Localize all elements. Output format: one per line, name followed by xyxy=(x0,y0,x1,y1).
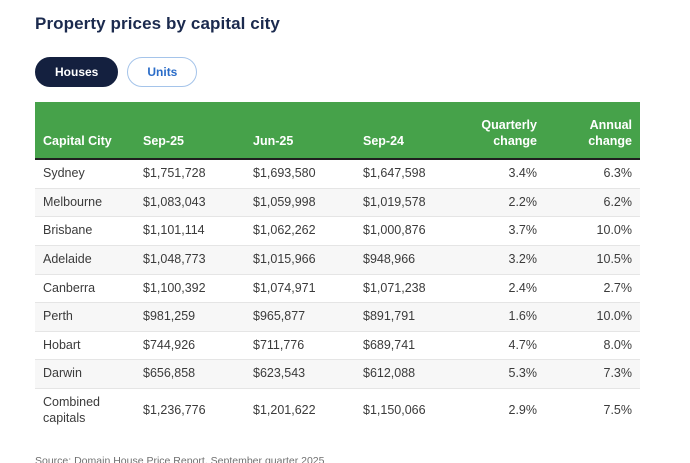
cell-price: $689,741 xyxy=(355,330,465,360)
cell-quarterly-change: 2.9% xyxy=(465,388,545,433)
cell-city: Combined capitals xyxy=(35,388,135,433)
table-row-sydney: Sydney $1,751,728 $1,693,580 $1,647,598 … xyxy=(35,159,640,188)
cell-city: Adelaide xyxy=(35,244,135,274)
table-header: Capital City Sep-25 Jun-25 Sep-24 Quarte… xyxy=(35,102,640,160)
cell-annual-change: 6.3% xyxy=(603,166,633,180)
cell-annual-change: 10.0% xyxy=(545,216,640,246)
cell-city: Hobart xyxy=(35,330,135,360)
cell-price: $1,083,043 xyxy=(135,187,245,217)
cell-city: Canberra xyxy=(35,273,135,303)
cell-price: $1,150,066 xyxy=(355,388,465,433)
cell-price: $1,236,776 xyxy=(135,388,245,433)
cell-city: Darwin xyxy=(35,359,135,389)
page-title: Property prices by capital city xyxy=(35,14,280,33)
cell-city: Melbourne xyxy=(35,187,135,217)
cell-quarterly-change: 3.7% xyxy=(465,216,545,246)
cell-price: $1,693,580 xyxy=(253,166,316,180)
units-toggle-button[interactable]: Units xyxy=(127,57,198,87)
cell-quarterly-change: 3.4% xyxy=(508,166,538,180)
cell-price: $1,048,773 xyxy=(135,244,245,274)
cell-price: $1,019,578 xyxy=(355,187,465,217)
cell-price: $981,259 xyxy=(135,302,245,332)
cell-price: $711,776 xyxy=(245,330,355,360)
table-row-brisbane: Brisbane $1,101,114 $1,062,262 $1,000,87… xyxy=(35,216,640,246)
cell-price: $1,000,876 xyxy=(355,216,465,246)
cell-price: $1,062,262 xyxy=(245,216,355,246)
cell-city: Sydney xyxy=(43,166,85,180)
property-prices-table: Capital City Sep-25 Jun-25 Sep-24 Quarte… xyxy=(35,102,640,433)
column-header-annual-change: Annual change xyxy=(545,102,640,160)
cell-city: Brisbane xyxy=(35,216,135,246)
cell-price: $948,966 xyxy=(355,244,465,274)
cell-price: $1,059,998 xyxy=(245,187,355,217)
cell-quarterly-change: 1.6% xyxy=(465,302,545,332)
table-body: Sydney $1,751,728 $1,693,580 $1,647,598 … xyxy=(35,159,640,433)
cell-price: $1,751,728 xyxy=(143,166,206,180)
cell-price: $1,101,114 xyxy=(135,216,245,246)
column-header-jun-25: Jun-25 xyxy=(245,102,355,160)
cell-price: $1,647,598 xyxy=(363,166,426,180)
column-header-capital-city: Capital City xyxy=(35,102,135,160)
cell-price: $1,100,392 xyxy=(135,273,245,303)
series-toggle: Houses Units xyxy=(35,57,690,87)
cell-price: $1,071,238 xyxy=(355,273,465,303)
table-header-row: Capital City Sep-25 Jun-25 Sep-24 Quarte… xyxy=(35,102,640,160)
cell-price: $744,926 xyxy=(135,330,245,360)
table-row-canberra: Canberra $1,100,392 $1,074,971 $1,071,23… xyxy=(35,273,640,303)
cell-price: $1,015,966 xyxy=(245,244,355,274)
table-row-melbourne: Melbourne $1,083,043 $1,059,998 $1,019,5… xyxy=(35,187,640,217)
source-attribution: Source: Domain House Price Report, Septe… xyxy=(35,455,325,463)
table-row-adelaide: Adelaide $1,048,773 $1,015,966 $948,966 … xyxy=(35,244,640,274)
cell-quarterly-change: 4.7% xyxy=(465,330,545,360)
column-header-sep-24: Sep-24 xyxy=(355,102,465,160)
cell-price: $891,791 xyxy=(355,302,465,332)
houses-toggle-button[interactable]: Houses xyxy=(35,57,119,87)
cell-price: $1,074,971 xyxy=(245,273,355,303)
cell-price: $612,088 xyxy=(355,359,465,389)
cell-quarterly-change: 2.4% xyxy=(465,273,545,303)
cell-annual-change: 7.3% xyxy=(545,359,640,389)
table-row-perth: Perth $981,259 $965,877 $891,791 1.6% 10… xyxy=(35,302,640,332)
table-row-combined-capitals: Combined capitals $1,236,776 $1,201,622 … xyxy=(35,388,640,433)
cell-quarterly-change: 5.3% xyxy=(465,359,545,389)
cell-annual-change: 10.0% xyxy=(545,302,640,332)
table-row-darwin: Darwin $656,858 $623,543 $612,088 5.3% 7… xyxy=(35,359,640,389)
cell-annual-change: 6.2% xyxy=(545,187,640,217)
cell-price: $965,877 xyxy=(245,302,355,332)
cell-annual-change: 7.5% xyxy=(545,388,640,433)
cell-quarterly-change: 2.2% xyxy=(465,187,545,217)
cell-price: $656,858 xyxy=(135,359,245,389)
cell-city: Perth xyxy=(35,302,135,332)
cell-annual-change: 10.5% xyxy=(545,244,640,274)
column-header-sep-25: Sep-25 xyxy=(135,102,245,160)
column-header-quarterly-change: Quarterly change xyxy=(465,102,545,160)
cell-quarterly-change: 3.2% xyxy=(465,244,545,274)
cell-price: $1,201,622 xyxy=(245,388,355,433)
table-row-hobart: Hobart $744,926 $711,776 $689,741 4.7% 8… xyxy=(35,330,640,360)
cell-annual-change: 2.7% xyxy=(545,273,640,303)
cell-annual-change: 8.0% xyxy=(545,330,640,360)
cell-price: $623,543 xyxy=(245,359,355,389)
